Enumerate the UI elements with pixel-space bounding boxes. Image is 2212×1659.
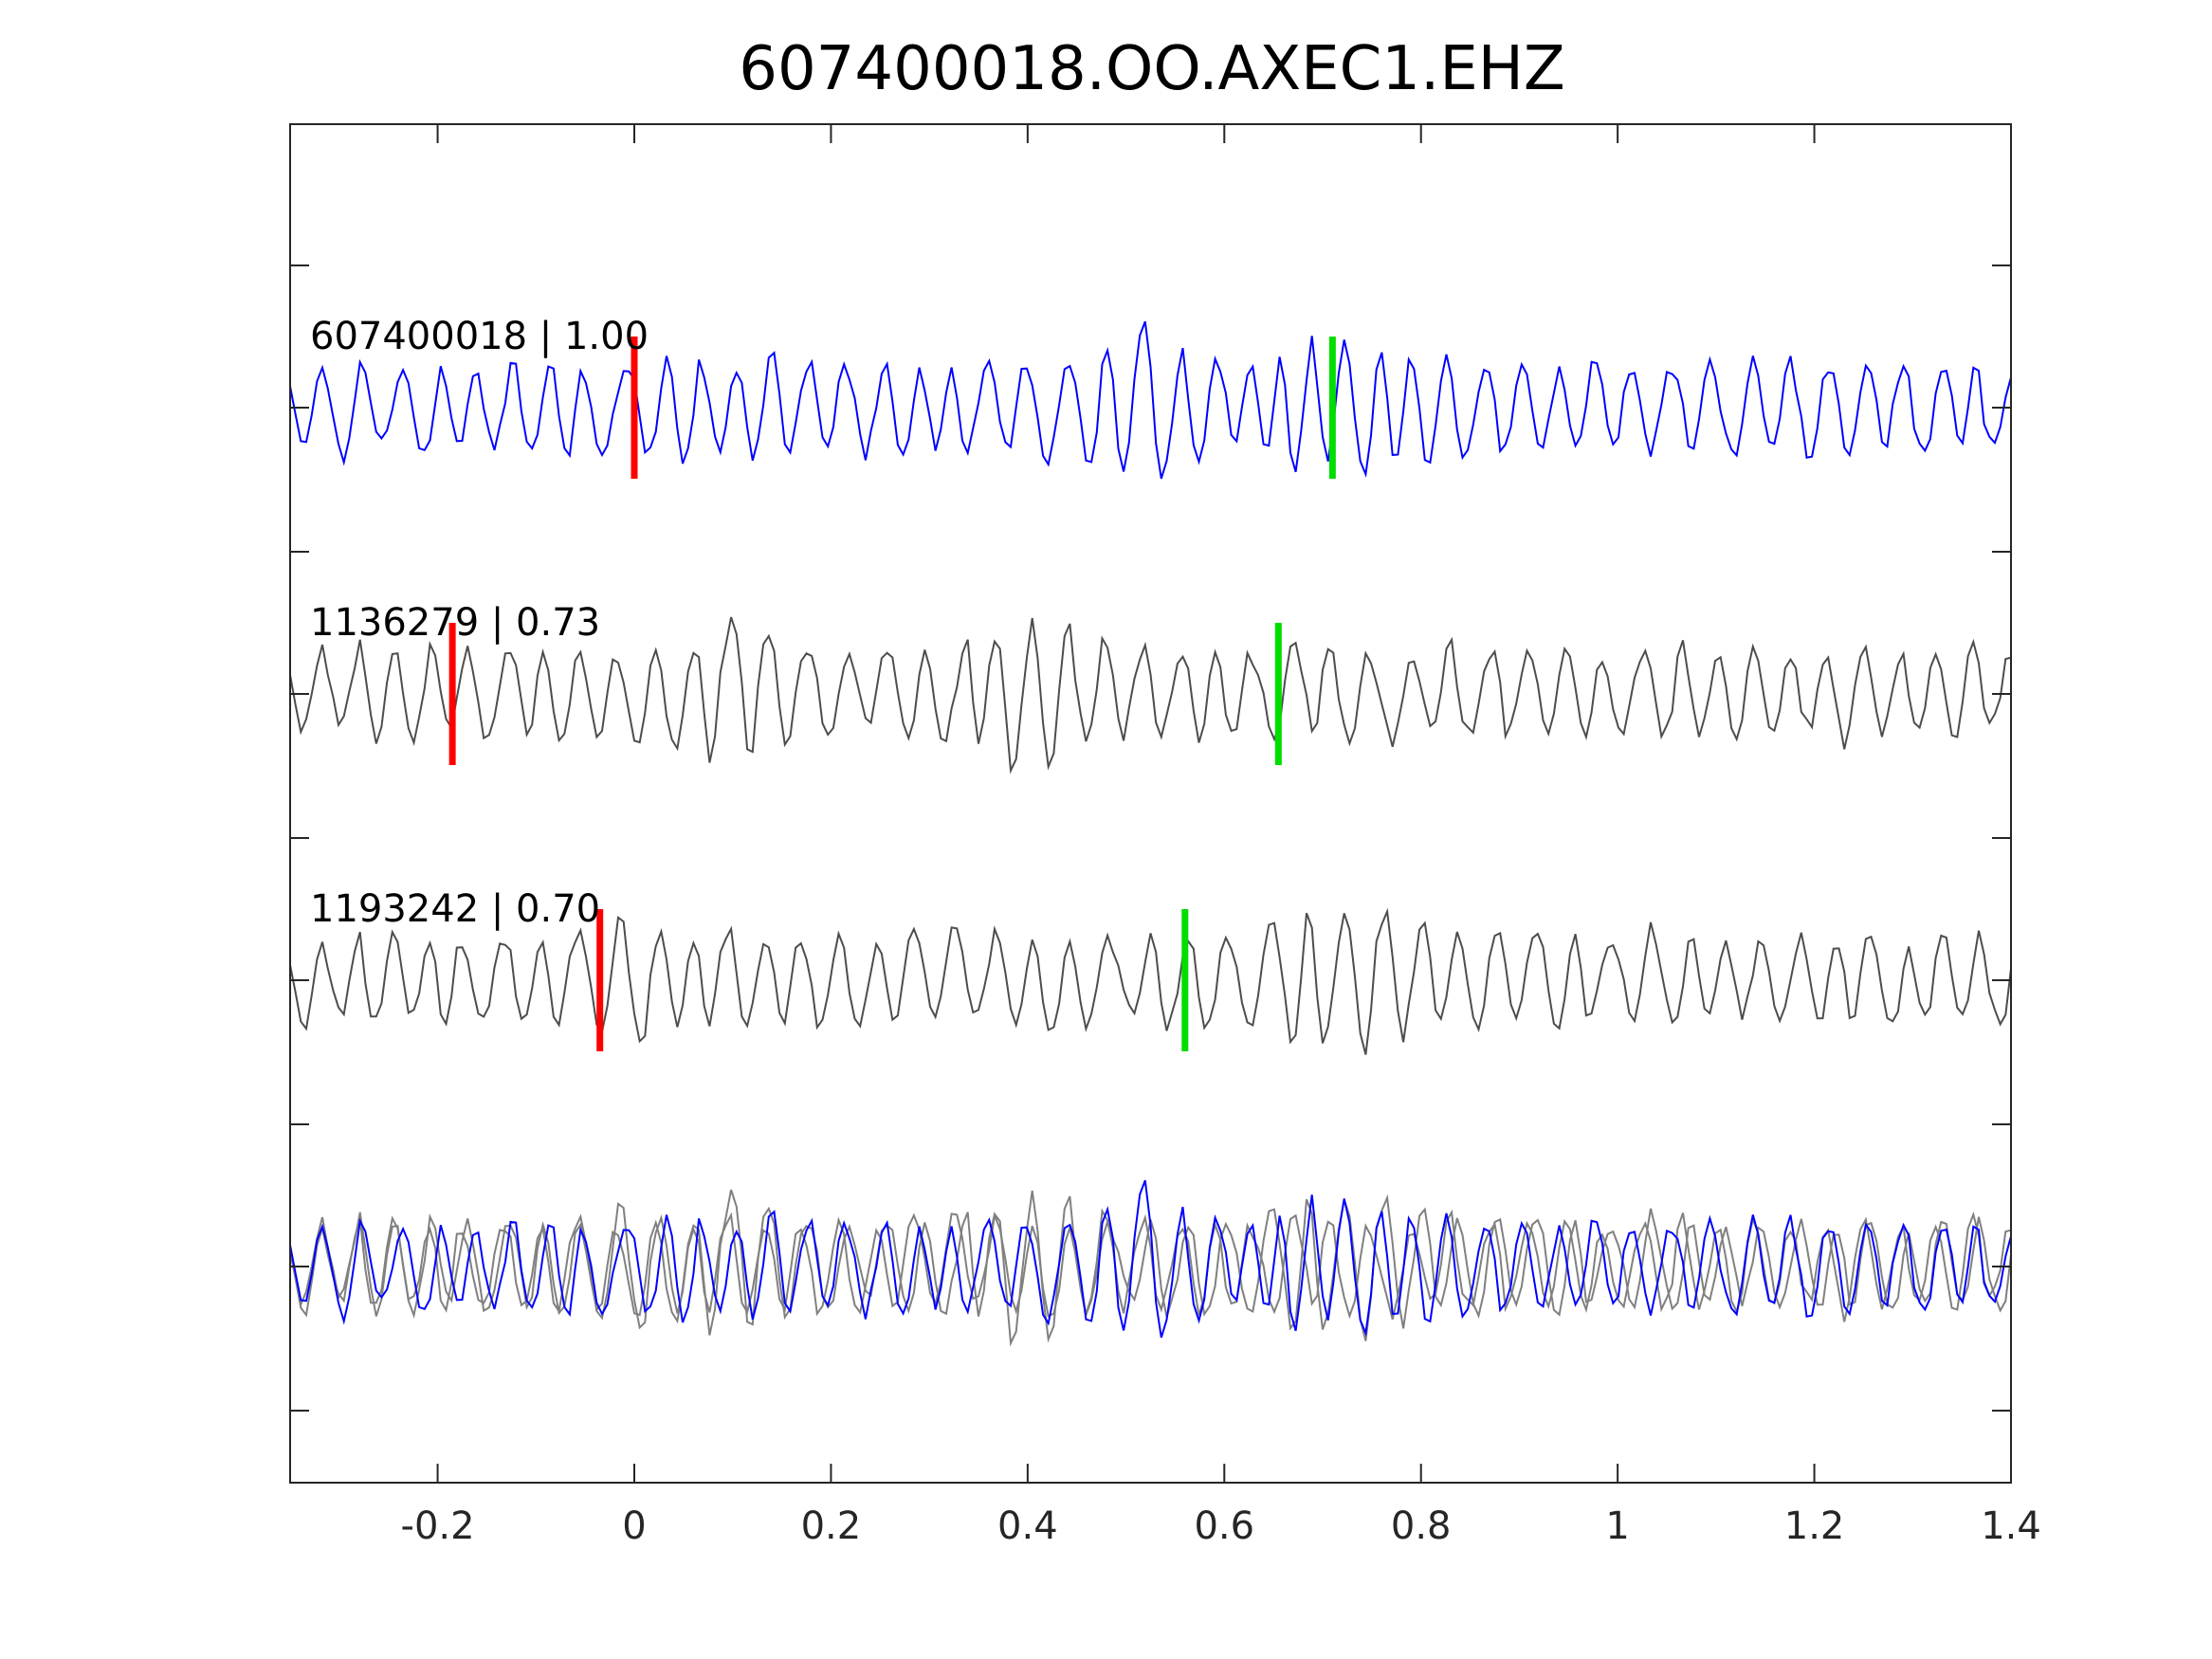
chart-title: 607400018.OO.AXEC1.EHZ xyxy=(739,34,1565,104)
x-tick-label: -0.2 xyxy=(401,1504,475,1548)
plot-frame xyxy=(289,123,2012,1484)
overlay-trace-607400018 xyxy=(289,1179,2012,1339)
y-ticks xyxy=(290,264,2011,1412)
trace-607400018 xyxy=(289,320,2012,480)
x-tick-label: 1.4 xyxy=(1981,1504,2041,1548)
trace-labels: 607400018 | 1.00 1136279 | 0.73 1193242 | … xyxy=(310,315,649,931)
trace-label: 1136279 | 0.73 xyxy=(310,601,600,645)
trace-label: 607400018 | 1.00 xyxy=(310,315,649,358)
x-tick-label: 1 xyxy=(1605,1504,1629,1548)
trace-1193242 xyxy=(289,907,2012,1055)
overlay-trace-1136279 xyxy=(289,1189,2012,1347)
x-tick-label: 0.2 xyxy=(801,1504,862,1548)
x-tick-label: 0.8 xyxy=(1391,1504,1452,1548)
x-tick-label: 0.4 xyxy=(997,1504,1058,1548)
trace-1136279 xyxy=(289,616,2012,775)
picks-group xyxy=(448,337,1336,1051)
traces-group xyxy=(289,320,2012,1347)
trace-label: 1193242 | 0.70 xyxy=(310,887,600,931)
x-tick-label: 0 xyxy=(622,1504,646,1548)
x-tick-label: 0.6 xyxy=(1194,1504,1254,1548)
x-ticks: -0.2 0 0.2 0.4 0.6 0.8 1 1.2 1.4 xyxy=(401,124,2041,1548)
x-tick-label: 1.2 xyxy=(1784,1504,1845,1548)
